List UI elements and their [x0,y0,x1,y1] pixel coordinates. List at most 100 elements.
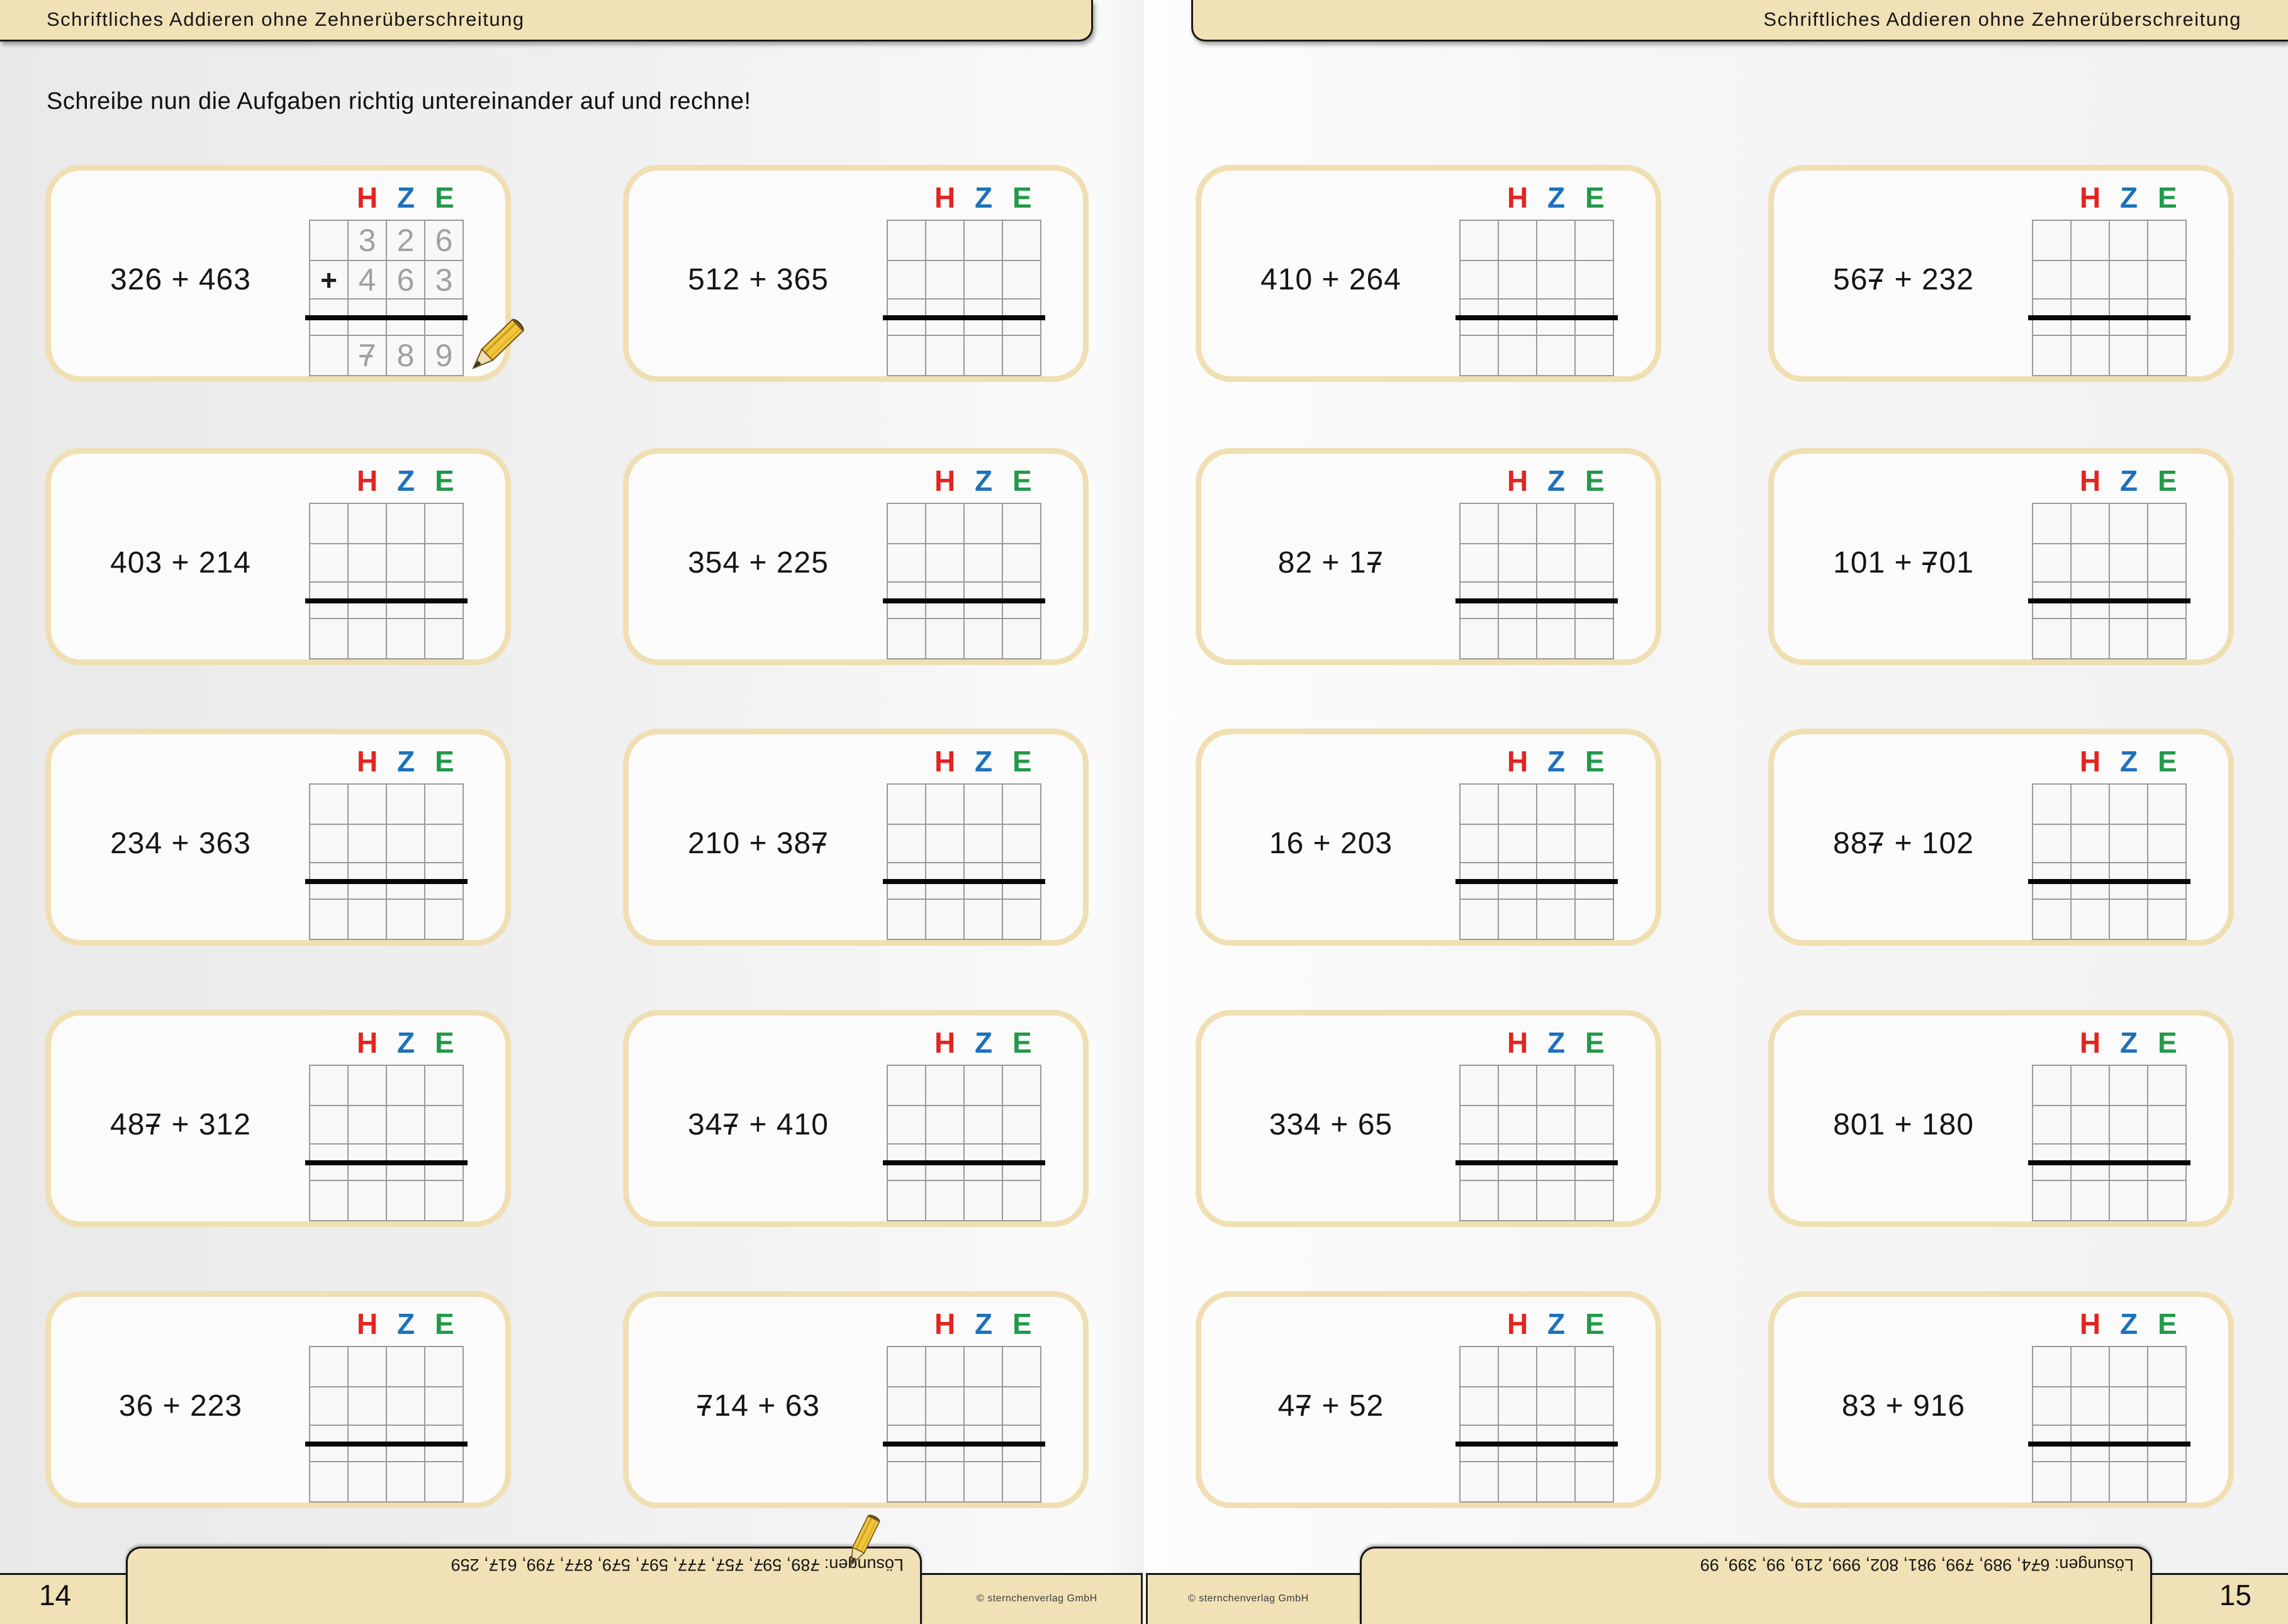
label-einer: E [1012,464,1032,497]
grid-cell [2110,1462,2147,1501]
grid-cell [1461,544,1498,581]
grid-cell [310,583,347,600]
pencil-icon [851,1515,880,1566]
grid-cell [1576,1445,1613,1461]
problem-box: 326 + 463 H Z E 3 2 6 +4 6 3 7 8 9 [45,165,524,382]
grid-cell [2072,825,2109,862]
label-zehner: Z [396,745,415,778]
calculation-grid [2028,503,2190,659]
problem-box: 334 + 65 H Z E [1196,1010,1661,1227]
grid-cell [425,1145,463,1162]
copyright-text: © sternchenverlag GmbH [1188,1593,1309,1604]
label-einer: E [434,181,454,214]
grid-cell [425,882,463,899]
grid-cell [2110,544,2147,581]
grid-cell [2148,1145,2185,1162]
grid-cell [425,825,463,862]
grid-cell [1461,221,1498,260]
grid-cell [387,863,424,881]
grid-cell [1461,300,1498,317]
grid-cell [2072,863,2109,881]
problem-label: 101 + 701 [1833,546,1974,580]
grid-cell [1003,900,1040,939]
grid-cell [349,619,386,658]
grid-cell [349,300,386,317]
label-hunderter: H [2080,1026,2101,1059]
grid-cell [387,1462,424,1501]
label-zehner: Z [1547,464,1566,497]
grid-cell [1576,318,1613,335]
grid-cell [2110,619,2147,658]
label-einer: E [1584,745,1605,778]
sum-line [1455,1160,1618,1165]
grid-cell [1576,825,1613,862]
grid-cell [387,1066,424,1105]
sum-line [2028,1160,2190,1165]
grid-cell [1461,863,1498,881]
problem-box: 887 + 102 H Z E [1768,729,2234,946]
grid-cell [926,619,963,658]
calculation-grid [1455,503,1618,659]
grid-cell [965,1106,1002,1143]
calculation-grid: 3 2 6 +4 6 3 7 8 9 [305,220,468,376]
grid-cell [2148,602,2185,618]
grid-cell [965,602,1002,618]
grid-cell [387,602,424,618]
grid-cell [387,785,424,824]
grid-cell [310,863,347,881]
grid-cell [1537,300,1574,317]
copyright-text: © sternchenverlag GmbH [977,1593,1097,1604]
grid-cell [1537,261,1574,298]
place-value-labels: H Z E [2071,1307,2187,1341]
grid-cell [1003,544,1040,581]
calculation-grid [883,503,1045,659]
page-number: 14 [39,1579,72,1611]
sum-line [2028,315,2190,320]
problem-box: 347 + 410 H Z E [623,1010,1089,1227]
place-value-labels: H Z E [2071,1026,2187,1060]
grid-cell [349,318,386,335]
grid-cell [888,1445,925,1461]
place-value-labels: H Z E [348,744,464,778]
label-hunderter: H [1507,1026,1528,1059]
label-hunderter: H [357,464,378,497]
solutions-box: Lösungen: 674, 989, 799, 981, 802, 999, … [1360,1547,2152,1624]
sum-line [883,1442,1045,1447]
problem-box: 234 + 363 H Z E [45,729,511,946]
grid-cell [1461,1106,1498,1143]
problem-label: 487 + 312 [110,1108,251,1141]
grid-cell [2110,1066,2147,1105]
grid-cell [2148,1347,2185,1386]
grid-cell [1576,1347,1613,1386]
grid-cell [1576,300,1613,317]
label-hunderter: H [2080,464,2101,497]
label-zehner: Z [974,1308,993,1340]
grid-cell [1576,1106,1613,1143]
grid-cell [926,785,963,824]
label-einer: E [434,1026,454,1059]
problem-box: 82 + 17 H Z E [1196,448,1661,665]
grid-cell [888,261,925,298]
label-zehner: Z [2119,745,2138,778]
grid-cell [310,825,347,862]
grid-cell: 7 [349,336,386,375]
grid-cell [1499,1462,1536,1501]
label-zehner: Z [396,1308,415,1340]
place-value-labels: H Z E [926,1307,1041,1341]
grid-cell [1499,602,1536,618]
grid-cell [2148,583,2185,600]
sum-line [305,1160,468,1165]
grid-cell [888,1347,925,1386]
grid-cell [926,1347,963,1386]
grid-cell [349,1163,386,1180]
problem-label: 334 + 65 [1269,1108,1393,1141]
place-value-labels: H Z E [2071,181,2187,215]
calculation-grid [1455,1346,1618,1503]
grid-cell [965,1387,1002,1425]
grid-cell [1003,1347,1040,1386]
problem-label: 36 + 223 [118,1389,243,1423]
grid-cell [1003,825,1040,862]
grid-cell [1576,1426,1613,1443]
grid-cell [888,1145,925,1162]
label-hunderter: H [357,745,378,778]
